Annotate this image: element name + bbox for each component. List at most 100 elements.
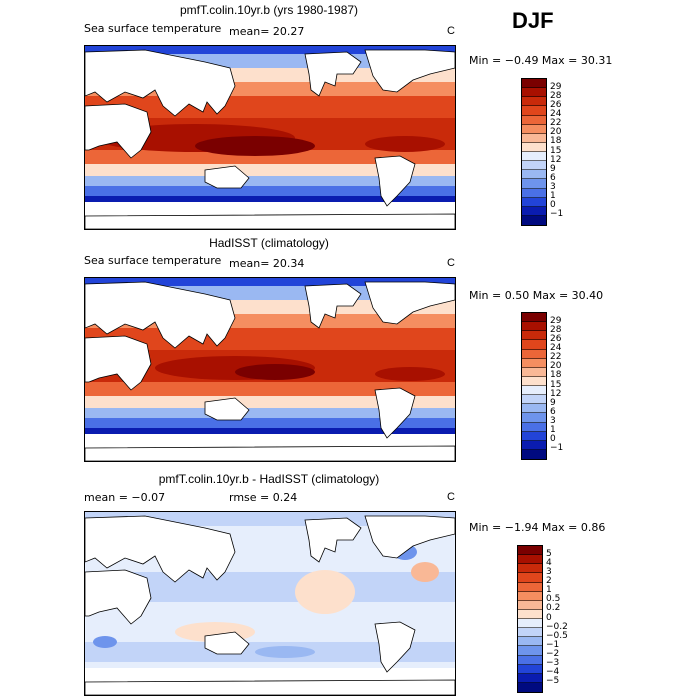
colorbar-tick-label: 0 (550, 434, 556, 445)
colorbar-band (522, 161, 546, 171)
panel-2-colorbar (521, 312, 547, 460)
panel-1-colorbar-ticks: 29 28 26 24 22 20 18 15 12 9 6 3 1 0 −1 (550, 78, 590, 224)
colorbar-band (522, 449, 546, 459)
colorbar-band (522, 422, 546, 432)
continents (85, 281, 455, 461)
colorbar-band (522, 404, 546, 414)
colorbar-tick-label: 22 (550, 118, 562, 129)
continents (85, 515, 455, 695)
colorbar-band (518, 582, 542, 592)
colorbar-band (522, 124, 546, 134)
colorbar-band (522, 440, 546, 450)
colorbar-tick-label: −2 (546, 649, 560, 659)
colorbar-band (522, 152, 546, 162)
colorbar-band (522, 215, 546, 225)
colorbar-band (518, 555, 542, 565)
colorbar-band (522, 431, 546, 441)
colorbar-tick-label: 20 (550, 127, 562, 138)
panel-1-mean: mean= 20.27 (229, 25, 305, 38)
panel-2-mean: mean= 20.34 (229, 257, 305, 270)
panel-3-colorbar (517, 545, 543, 693)
colorbar-band (518, 600, 542, 610)
colorbar-tick-label: −0.5 (546, 630, 568, 641)
colorbar-tick-label: 4 (546, 557, 552, 568)
panel-2-map-svg (85, 278, 455, 461)
panel-1-unit: C (447, 25, 455, 37)
colorbar-tick-label: 12 (550, 388, 562, 399)
panel-1-colorbar (521, 78, 547, 226)
panel-2-minmax: Min = 0.50 Max = 30.40 (469, 289, 604, 302)
colorbar-band (518, 664, 542, 674)
colorbar-tick-label: 22 (550, 352, 562, 363)
colorbar-band (518, 637, 542, 647)
colorbar-tick-label: 15 (550, 379, 562, 390)
colorbar-band (522, 367, 546, 377)
colorbar-tick-label: 5 (546, 548, 552, 559)
colorbar-band (518, 619, 542, 629)
colorbar-band (518, 646, 542, 656)
colorbar-tick-label: 28 (550, 90, 562, 101)
colorbar-band (522, 331, 546, 341)
colorbar-band (518, 682, 542, 692)
colorbar-tick-label: 24 (550, 109, 562, 119)
colorbar-tick-label: 3 (550, 182, 556, 192)
colorbar-tick-label: −4 (546, 667, 560, 678)
colorbar-band (518, 673, 542, 683)
colorbar-tick-label: 0.2 (546, 603, 561, 614)
colorbar-band (518, 628, 542, 638)
colorbar-band (522, 340, 546, 350)
colorbar-band (522, 79, 546, 89)
colorbar-band (522, 142, 546, 152)
panel-2-colorbar-ticks: 29 28 26 24 22 20 18 15 12 9 6 3 1 0 −1 (550, 312, 590, 458)
colorbar-tick-label: 26 (550, 333, 562, 344)
panel-2-unit: C (447, 257, 455, 269)
colorbar-tick-label: 26 (550, 99, 562, 110)
colorbar-band (522, 206, 546, 216)
colorbar-band (522, 376, 546, 386)
colorbar-tick-label: −0.2 (546, 621, 568, 632)
sst-field (85, 46, 455, 229)
panel-3-map-svg (85, 512, 455, 695)
colorbar-band (518, 591, 542, 601)
colorbar-band (522, 188, 546, 198)
panel-1-title: pmfT.colin.10yr.b (yrs 1980-1987) (179, 3, 359, 17)
colorbar-band (522, 133, 546, 143)
season-label: DJF (512, 8, 554, 33)
colorbar-tick-label: 20 (550, 361, 562, 372)
colorbar-tick-label: −1 (550, 209, 564, 220)
colorbar-band (522, 386, 546, 396)
colorbar-tick-label: 12 (550, 154, 562, 165)
panel-2-field-label: Sea surface temperature (84, 254, 222, 267)
colorbar-tick-label: 24 (550, 343, 562, 353)
colorbar-tick-label: 6 (550, 406, 556, 417)
colorbar-tick-label: 2 (546, 576, 552, 586)
colorbar-band (522, 313, 546, 323)
colorbar-band (522, 179, 546, 189)
panel-3-mean: mean = −0.07 (84, 491, 166, 504)
colorbar-tick-label: 15 (550, 145, 562, 156)
colorbar-tick-label: 29 (550, 81, 562, 92)
panel-3-colorbar-ticks: 5 4 3 2 1 0.5 0.2 0 −0.2 −0.5 −1 −2 −3 −4 −5 (546, 545, 586, 691)
panel-1-field-label: Sea surface temperature (84, 22, 222, 35)
colorbar-band (522, 115, 546, 125)
colorbar-band (522, 170, 546, 180)
colorbar-band (518, 573, 542, 583)
colorbar-tick-label: 28 (550, 324, 562, 335)
colorbar-tick-label: 1 (550, 425, 556, 436)
colorbar-band (522, 349, 546, 359)
colorbar-band (522, 88, 546, 98)
colorbar-band (518, 655, 542, 665)
colorbar-tick-label: −3 (546, 658, 560, 669)
colorbar-tick-label: −5 (546, 676, 560, 687)
colorbar-tick-label: 0.5 (546, 594, 561, 605)
panel-1-minmax: Min = −0.49 Max = 30.31 (469, 54, 613, 67)
colorbar-tick-label: 29 (550, 315, 562, 326)
colorbar-band (522, 413, 546, 423)
colorbar-tick-label: 18 (550, 136, 562, 147)
colorbar-band (518, 546, 542, 556)
colorbar-tick-label: 6 (550, 172, 556, 183)
colorbar-tick-label: −1 (546, 639, 560, 650)
colorbar-tick-label: 18 (550, 370, 562, 381)
panel-3-unit: C (447, 491, 455, 503)
colorbar-band (522, 197, 546, 207)
